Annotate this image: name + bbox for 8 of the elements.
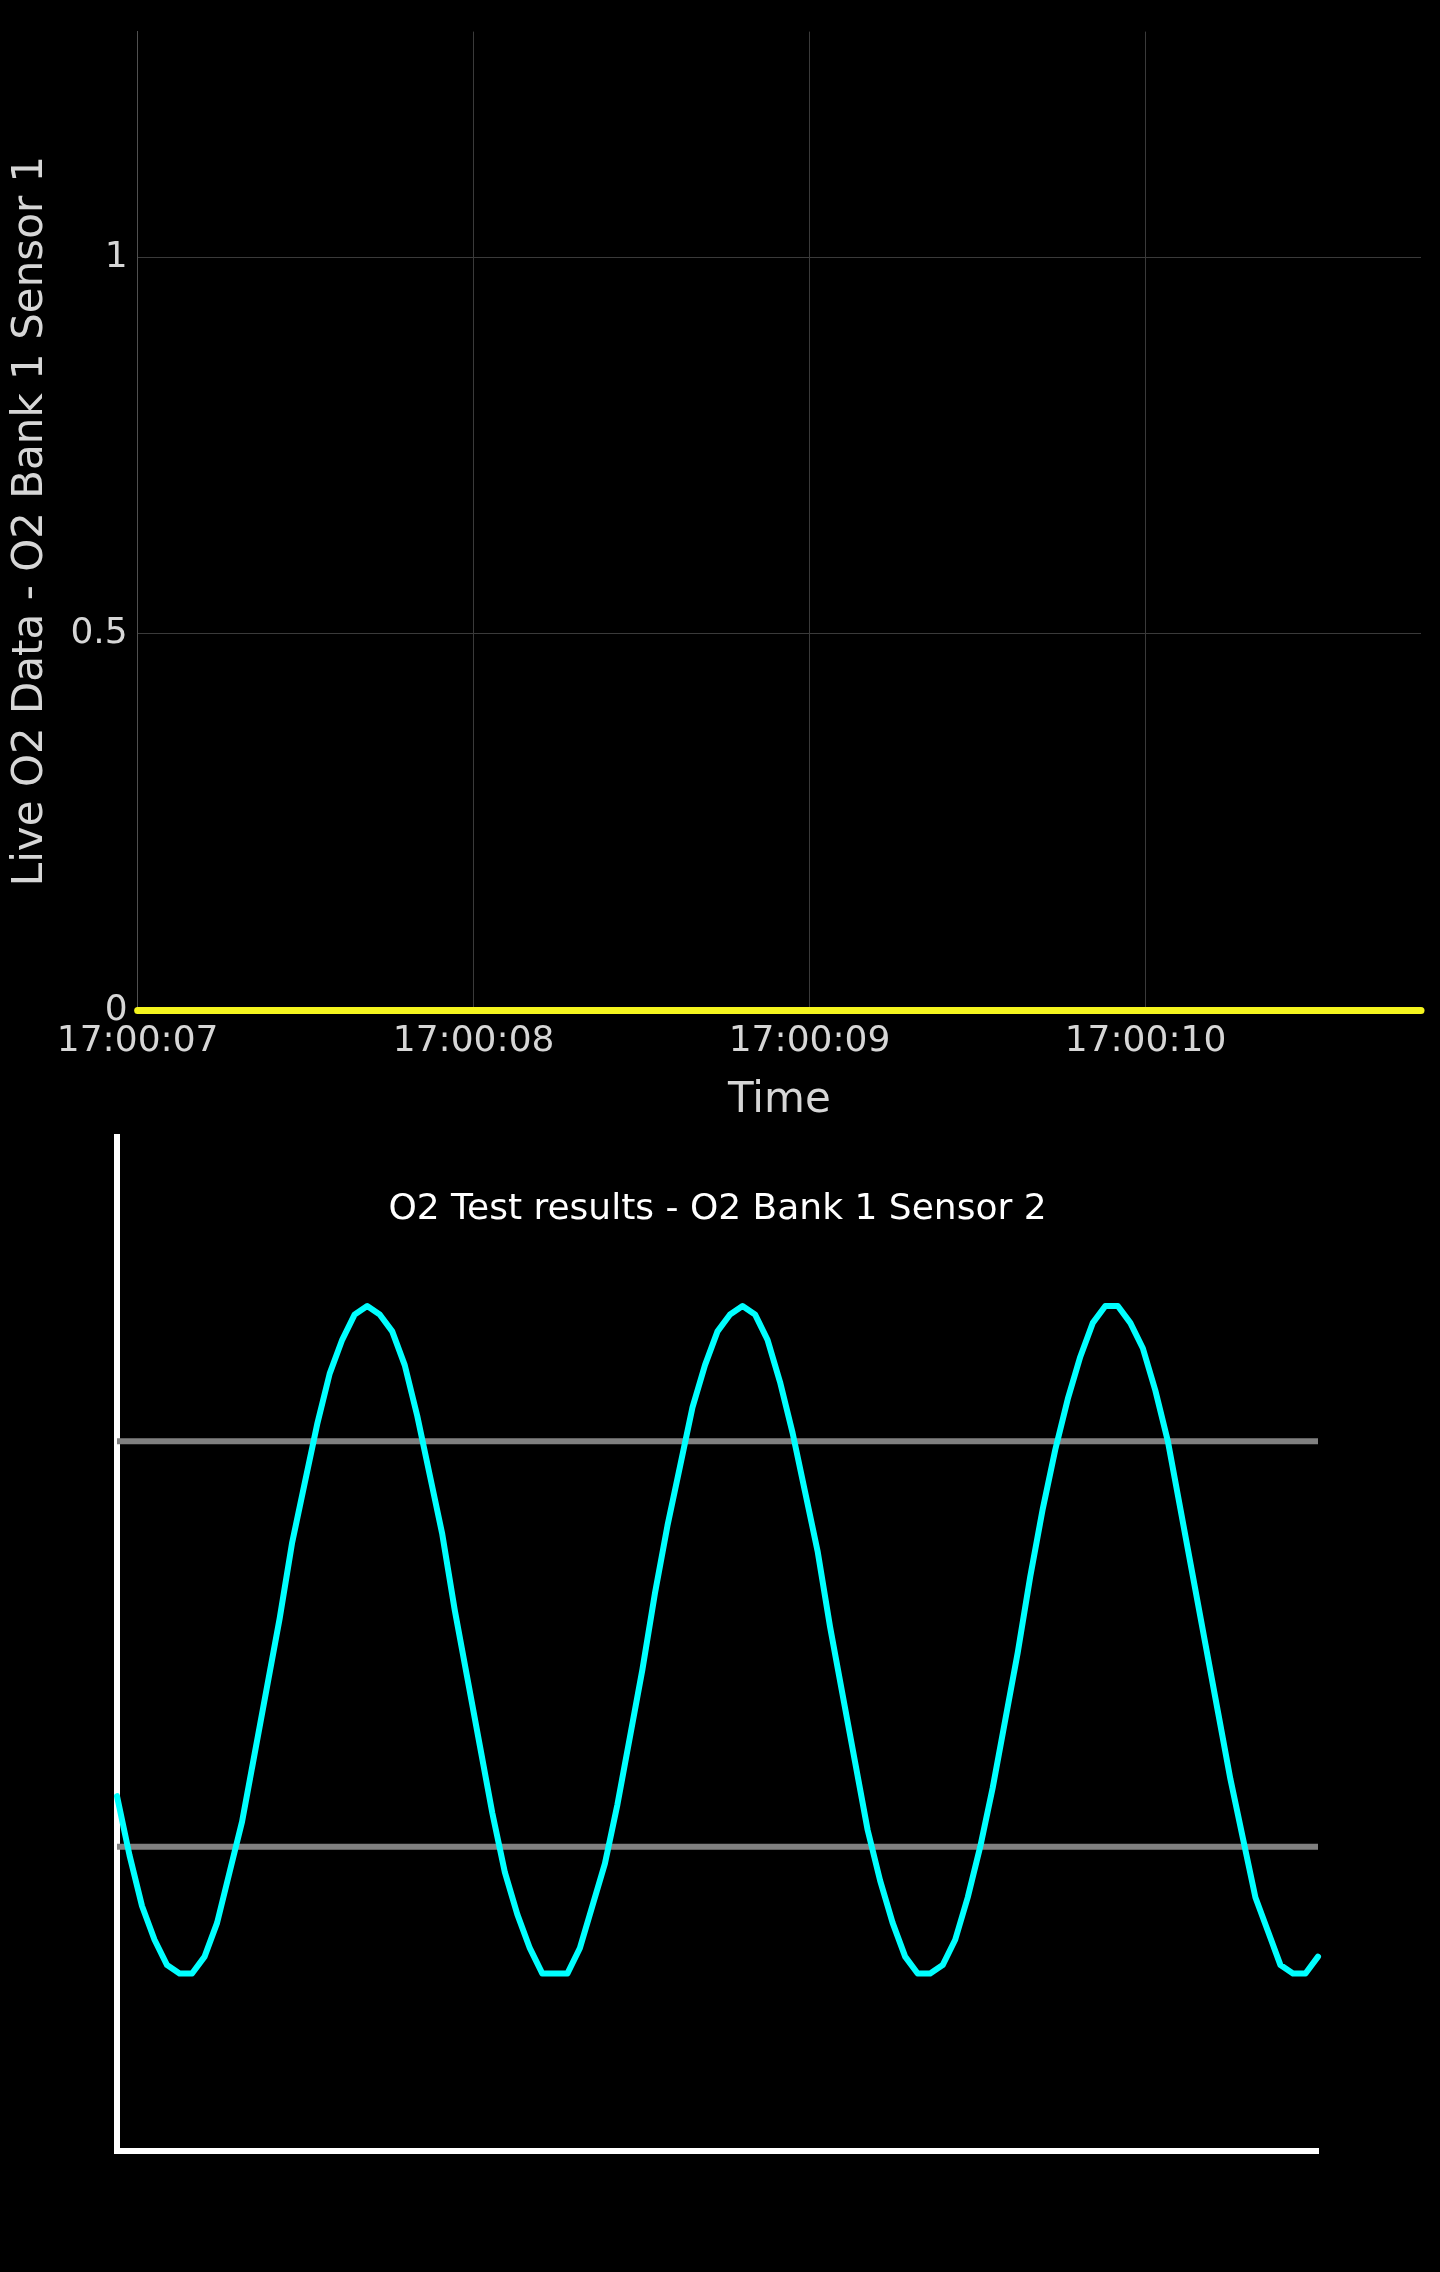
y-tick-label: 1	[104, 233, 128, 275]
y-axis-title: Live O2 Data - O2 Bank 1 Sensor 1	[3, 155, 53, 887]
y-tick-label: 0.5	[70, 610, 128, 652]
x-axis-title: Time	[726, 1072, 831, 1122]
x-tick-label: 17:00:09	[728, 1018, 891, 1060]
chart-title: O2 Test results - O2 Bank 1 Sensor 2	[388, 1186, 1047, 1228]
x-tick-label: 17:00:10	[1064, 1018, 1227, 1060]
x-tick-label: 17:00:08	[392, 1018, 555, 1060]
